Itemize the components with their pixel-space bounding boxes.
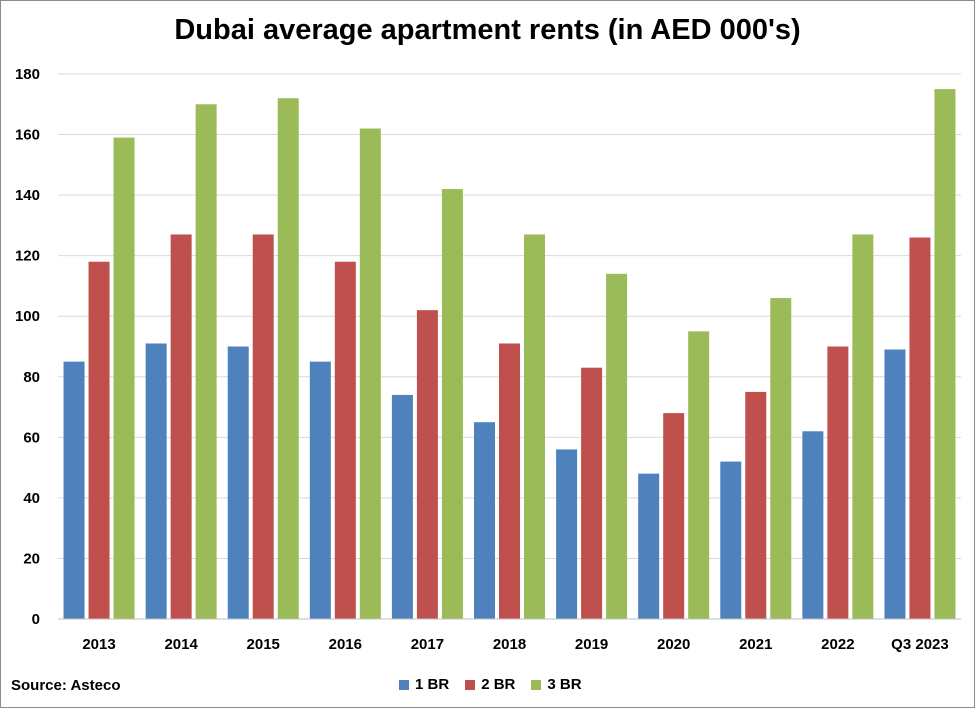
x-tick-label-2014: 2014 (164, 636, 198, 653)
bar-1br-2016 (309, 361, 331, 619)
x-tick-label-2016: 2016 (329, 636, 362, 653)
bar-2br-2021 (745, 391, 767, 619)
y-tick-label-80: 80 (23, 369, 40, 386)
bar-3br-2020 (688, 331, 710, 619)
x-tick-label-2015: 2015 (247, 636, 280, 653)
x-tick-label-q3-2023: Q3 2023 (891, 636, 949, 653)
bar-1br-2013 (63, 361, 85, 619)
y-tick-label-180: 180 (15, 66, 40, 83)
bar-1br-2021 (720, 461, 742, 619)
bar-2br-2016 (334, 261, 356, 619)
bar-1br-2015 (227, 346, 249, 619)
legend-label-2br: 2 BR (481, 676, 516, 693)
chart-title: Dubai average apartment rents (in AED 00… (174, 14, 801, 46)
y-tick-label-0: 0 (32, 611, 40, 628)
source-note: Source: Asteco (11, 677, 121, 694)
bar-2br-2013 (88, 261, 110, 619)
x-tick-label-2022: 2022 (821, 636, 854, 653)
bar-3br-2022 (852, 234, 874, 619)
bar-3br-2013 (113, 137, 135, 620)
y-tick-label-20: 20 (23, 550, 40, 567)
y-tick-label-100: 100 (15, 308, 40, 325)
bar-1br-2014 (145, 343, 167, 619)
bar-3br-2021 (770, 298, 792, 619)
bar-2br-2020 (663, 413, 685, 619)
legend-label-3br: 3 BR (547, 676, 582, 693)
bar-3br-2016 (359, 128, 381, 619)
bar-1br-2017 (391, 394, 413, 619)
axes: 0 20 40 60 80 100 120 140 160 180 2013 2014 2015 2016… (15, 66, 961, 653)
bar-3br-2019 (606, 273, 628, 619)
y-tick-label-140: 140 (15, 187, 40, 204)
bar-2br-2017 (416, 310, 438, 619)
legend: 1 BR 2 BR 3 BR (399, 676, 582, 693)
bar-2br-2018 (499, 343, 520, 619)
bar-1br-2020 (638, 473, 660, 619)
x-tick-label-2017: 2017 (411, 636, 444, 653)
y-tick-label-160: 160 (15, 127, 40, 144)
y-tick-label-120: 120 (15, 248, 40, 265)
y-tick-label-60: 60 (23, 429, 40, 446)
legend-item-1br: 1 BR (399, 676, 449, 693)
bar-2br-2019 (581, 367, 603, 619)
legend-swatch-1br (399, 679, 409, 690)
legend-swatch-2br (465, 679, 476, 690)
bar-1br-2019 (556, 449, 578, 619)
bar-2br-q3-2023 (909, 237, 931, 619)
bar-1br-q3-2023 (884, 349, 906, 619)
bar-3br-2017 (441, 189, 463, 620)
bar-3br-q3-2023 (934, 89, 956, 619)
bars (63, 89, 956, 620)
x-tick-label-2021: 2021 (739, 636, 772, 653)
bar-1br-2022 (802, 431, 824, 619)
bar-3br-2018 (524, 234, 545, 619)
legend-label-1br: 1 BR (415, 676, 450, 693)
legend-swatch-3br (531, 679, 542, 690)
x-tick-label-2018: 2018 (493, 636, 526, 653)
legend-item-3br: 3 BR (531, 676, 582, 693)
bar-2br-2014 (170, 234, 192, 619)
legend-item-2br: 2 BR (465, 676, 515, 693)
x-tick-label-2020: 2020 (657, 636, 690, 653)
bar-3br-2014 (195, 104, 217, 620)
bar-1br-2018 (474, 422, 495, 619)
x-tick-label-2019: 2019 (575, 636, 608, 653)
x-tick-label-2013: 2013 (82, 636, 115, 653)
y-tick-label-40: 40 (23, 490, 40, 507)
bar-2br-2022 (827, 346, 849, 619)
bar-3br-2015 (277, 98, 299, 619)
bar-2br-2015 (252, 234, 274, 619)
